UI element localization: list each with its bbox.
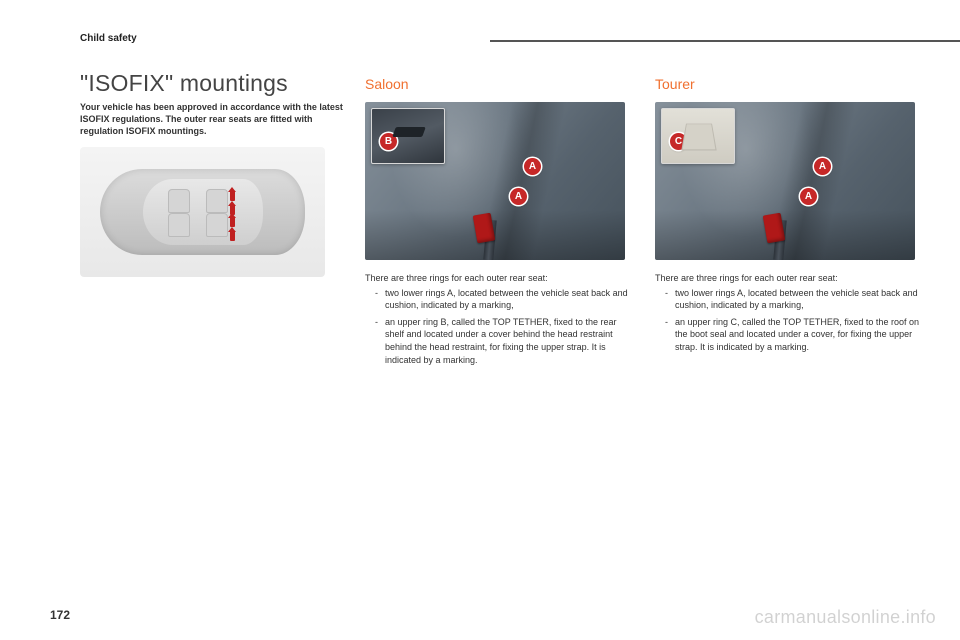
list-item: an upper ring B, called the TOP TETHER, … bbox=[375, 316, 635, 366]
saloon-heading: Saloon bbox=[365, 76, 635, 92]
seat-rear-right bbox=[206, 213, 228, 237]
list-item-text: two lower rings A, located between the v… bbox=[385, 288, 628, 311]
tourer-seat-photo: A A C bbox=[655, 102, 915, 260]
intro-text: Your vehicle has been approved in accord… bbox=[80, 101, 345, 137]
saloon-seat-photo: A A B bbox=[365, 102, 625, 260]
list-item: two lower rings A, located between the v… bbox=[375, 287, 635, 312]
badge-a-upper: A bbox=[814, 158, 831, 175]
car-top-view-diagram bbox=[80, 147, 325, 277]
page-number: 172 bbox=[50, 608, 70, 622]
col-tourer: Tourer A A C There are three rings for e… bbox=[655, 70, 925, 370]
badge-b: B bbox=[380, 133, 397, 150]
list-item-text: two lower rings A, located between the v… bbox=[675, 288, 918, 311]
col-saloon: Saloon A A B There are three rings for e… bbox=[365, 70, 635, 370]
saloon-list: two lower rings A, located between the v… bbox=[365, 287, 635, 367]
isofix-marker bbox=[230, 191, 235, 201]
watermark: carmanualsonline.info bbox=[755, 607, 936, 628]
list-item: two lower rings A, located between the v… bbox=[665, 287, 925, 312]
section-label: Child safety bbox=[80, 33, 137, 44]
badge-c: C bbox=[670, 133, 687, 150]
badge-a-lower: A bbox=[800, 188, 817, 205]
page-title: "ISOFIX" mountings bbox=[80, 70, 345, 97]
tourer-inset-roof: C bbox=[661, 108, 735, 164]
tourer-lead: There are three rings for each outer rea… bbox=[655, 272, 925, 285]
seat-front-right bbox=[168, 213, 190, 237]
isofix-marker bbox=[230, 217, 235, 227]
seat-rear-left bbox=[206, 189, 228, 213]
badge-a-lower: A bbox=[510, 188, 527, 205]
page: Child safety "ISOFIX" mountings Your veh… bbox=[0, 0, 960, 640]
col-intro: "ISOFIX" mountings Your vehicle has been… bbox=[80, 70, 345, 370]
badge-a-upper: A bbox=[524, 158, 541, 175]
tourer-description: There are three rings for each outer rea… bbox=[655, 272, 925, 354]
list-item-text: an upper ring B, called the TOP TETHER, … bbox=[385, 317, 616, 365]
isofix-marker bbox=[230, 231, 235, 241]
saloon-description: There are three rings for each outer rea… bbox=[365, 272, 635, 366]
saloon-inset-shelf: B bbox=[371, 108, 445, 164]
list-item-text: an upper ring C, called the TOP TETHER, … bbox=[675, 317, 919, 352]
seat-front-left bbox=[168, 189, 190, 213]
tourer-list: two lower rings A, located between the v… bbox=[655, 287, 925, 354]
saloon-lead: There are three rings for each outer rea… bbox=[365, 272, 635, 285]
list-item: an upper ring C, called the TOP TETHER, … bbox=[665, 316, 925, 354]
header-rule bbox=[490, 40, 960, 42]
content-row: "ISOFIX" mountings Your vehicle has been… bbox=[80, 70, 920, 370]
car-roof bbox=[143, 179, 263, 245]
tourer-heading: Tourer bbox=[655, 76, 925, 92]
